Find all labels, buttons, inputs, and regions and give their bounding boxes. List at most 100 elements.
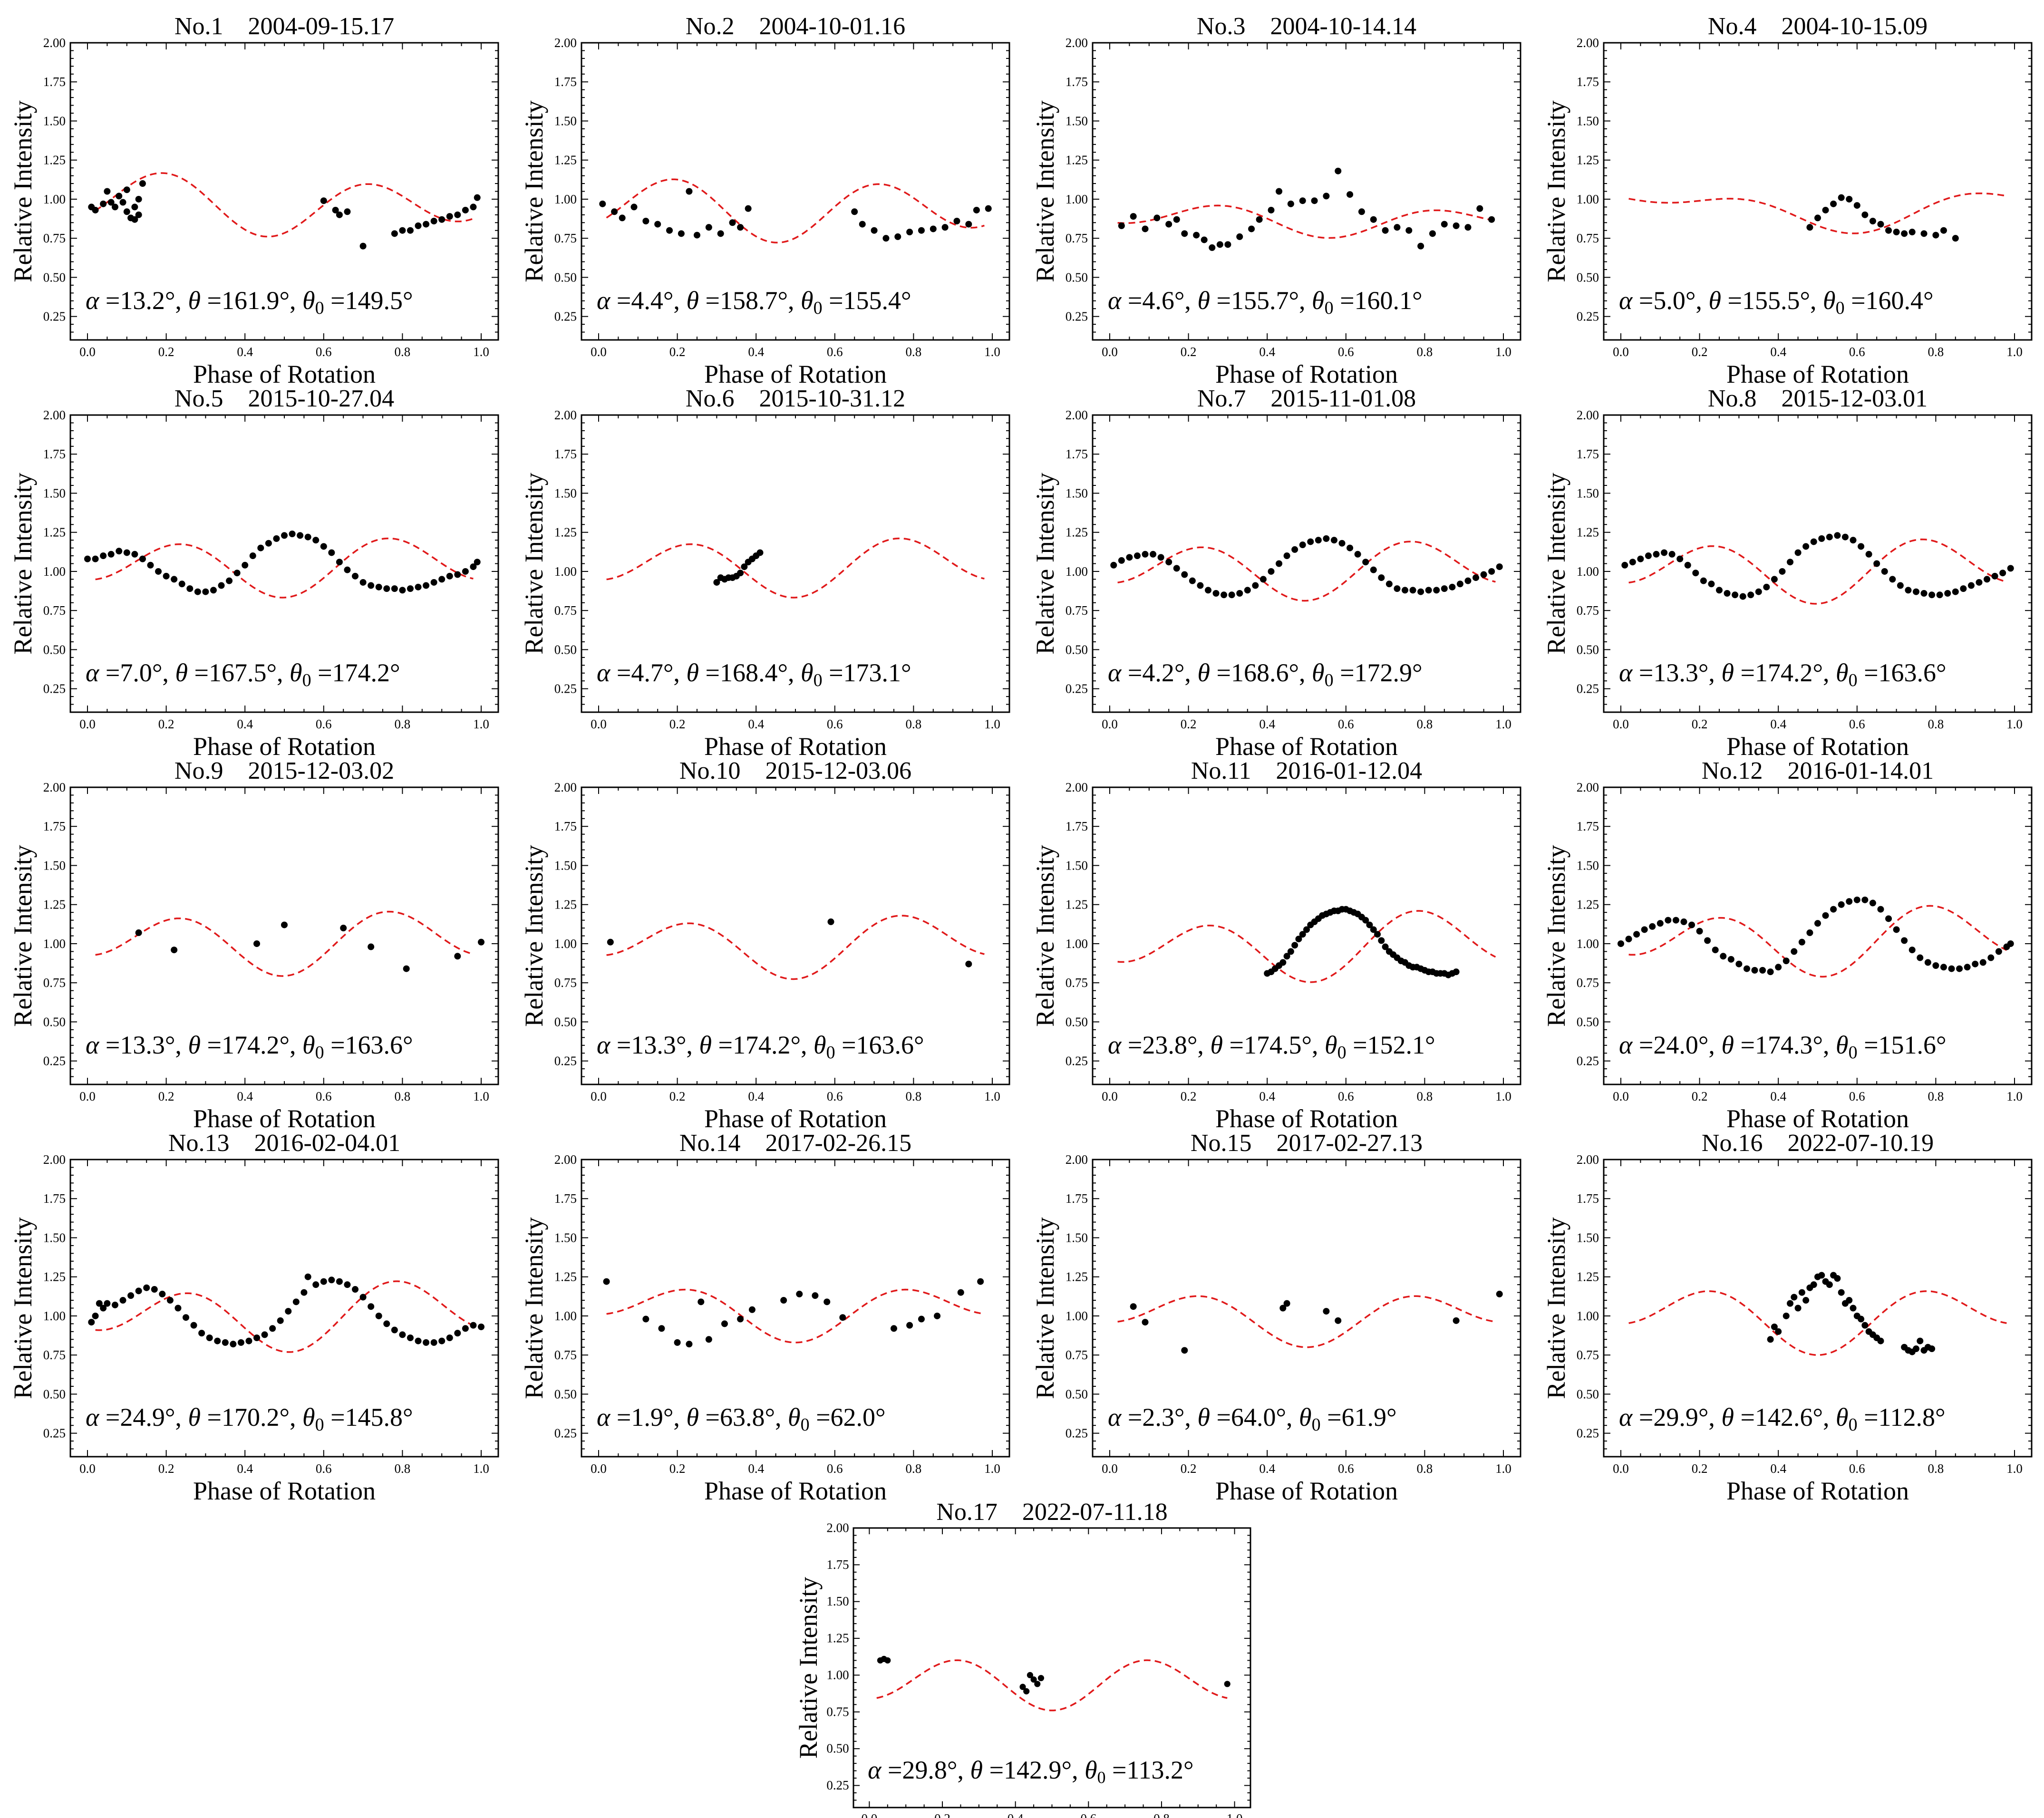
data-point [1972, 960, 1979, 967]
data-point [1374, 931, 1381, 938]
data-point [1405, 227, 1413, 234]
data-point [119, 1297, 126, 1304]
x-axis-label: Phase of Rotation [704, 732, 887, 761]
data-point [1618, 940, 1624, 947]
x-tick-label: 0.8 [395, 1461, 411, 1476]
x-tick-label: 0.6 [1849, 717, 1865, 731]
data-point [1712, 947, 1719, 954]
data-point [174, 1305, 182, 1312]
y-tick-label: 1.50 [554, 858, 577, 872]
y-axis-label: Relative Intensity [1031, 845, 1059, 1026]
data-point [973, 206, 980, 213]
x-tick-label: 0.4 [748, 1461, 764, 1476]
degree-sep: °, [1288, 658, 1312, 687]
lightcurve-panel-5: No.5 2015-10-27.040.250.500.751.001.251.… [9, 385, 499, 761]
equals-sign: = [201, 286, 222, 315]
x-axis-label: Phase of Rotation [1726, 1104, 1909, 1133]
theta0-symbol: θ [302, 1031, 315, 1059]
theta-symbol: θ [699, 1031, 712, 1059]
y-tick-label: 2.00 [43, 36, 66, 50]
data-point [1727, 956, 1734, 963]
data-point [713, 579, 720, 586]
data-point [123, 186, 130, 193]
data-point [312, 537, 320, 544]
geometry-annotation: α =24.0°, θ =174.3°, θ0 =151.6° [1619, 1031, 1947, 1063]
equals-sign: = [1210, 286, 1231, 315]
panel-title: No.16 2022-07-10.19 [1702, 1130, 1934, 1157]
data-point [1928, 1345, 1936, 1353]
alpha-symbol: α [1108, 1031, 1122, 1059]
x-tick-label: 1.0 [473, 345, 489, 359]
theta0-symbol: θ [1836, 1031, 1849, 1059]
y-tick-label: 1.50 [43, 486, 66, 500]
x-tick-label: 1.0 [1495, 345, 1511, 359]
data-point [107, 551, 115, 558]
data-point [423, 582, 430, 589]
geometry-annotation: α =13.2°, θ =161.9°, θ0 =149.5° [86, 286, 413, 318]
data-point [1394, 585, 1401, 592]
panel-title: No.9 2015-12-03.02 [174, 757, 394, 784]
y-tick-label: 1.75 [554, 75, 577, 89]
data-point [320, 543, 327, 550]
panel-date: 2004-10-01.16 [759, 13, 905, 40]
data-point [1133, 552, 1141, 560]
x-tick-label: 0.6 [316, 1089, 332, 1103]
title-spacer [734, 13, 759, 40]
x-tick-label: 0.2 [1692, 345, 1708, 359]
x-tick-label: 0.6 [1338, 345, 1354, 359]
model-fit-curve [1117, 541, 1496, 602]
panel-number: No.5 [174, 385, 223, 412]
data-point [100, 200, 107, 207]
theta-value: 170.2 [222, 1403, 280, 1431]
x-tick-label: 0.6 [827, 345, 843, 359]
x-tick-label: 0.0 [591, 1089, 607, 1103]
theta-value: 174.2 [1755, 658, 1813, 687]
panel-number: No.14 [679, 1130, 741, 1157]
theta-value: 168.4 [720, 658, 778, 687]
lightcurve-panel-14: No.14 2017-02-26.150.250.500.751.001.251… [520, 1130, 1010, 1505]
data-point [454, 1330, 461, 1337]
data-point [143, 1284, 150, 1291]
y-axis-label: Relative Intensity [9, 100, 37, 282]
y-tick-label: 1.50 [43, 114, 66, 128]
x-axis-label: Phase of Rotation [704, 1104, 887, 1133]
y-tick-label: 1.75 [826, 1557, 849, 1572]
x-tick-label: 0.2 [669, 345, 686, 359]
y-axis-label: Relative Intensity [9, 1217, 37, 1399]
alpha-symbol: α [1619, 658, 1633, 687]
degree-sep: °, [1686, 286, 1709, 315]
data-point [1877, 221, 1884, 228]
data-point [1417, 242, 1424, 250]
theta0-value: 61.9 [1342, 1403, 1387, 1431]
data-point [1441, 585, 1448, 592]
data-point [1366, 921, 1373, 928]
title-spacer [1251, 757, 1276, 784]
y-tick-label: 2.00 [554, 36, 577, 50]
x-tick-label: 0.2 [158, 345, 174, 359]
y-tick-label: 1.75 [1066, 1191, 1088, 1206]
data-point [340, 925, 347, 932]
data-point [1814, 214, 1821, 222]
theta0-subscript: 0 [1325, 298, 1334, 318]
y-tick-label: 1.75 [1577, 819, 1599, 833]
data-point [273, 535, 280, 542]
equals-sign: = [712, 1031, 733, 1059]
x-tick-label: 0.8 [1153, 1811, 1170, 1818]
data-point [1110, 561, 1117, 569]
alpha-value: 29.8 [902, 1756, 947, 1784]
data-point [336, 1278, 343, 1285]
data-point [686, 1341, 693, 1348]
data-point [1747, 591, 1754, 599]
y-tick-label: 0.75 [43, 231, 66, 245]
data-point [1330, 537, 1337, 544]
data-point [1287, 948, 1294, 955]
y-tick-label: 1.75 [43, 1191, 66, 1206]
data-point [1794, 1305, 1802, 1312]
data-point [1385, 580, 1393, 588]
x-tick-label: 0.8 [1928, 1089, 1944, 1103]
data-point [1625, 936, 1632, 943]
data-point [391, 230, 398, 237]
theta0-symbol: θ [814, 1031, 826, 1059]
theta0-value: 163.6 [1879, 658, 1937, 687]
data-point [222, 1339, 229, 1346]
